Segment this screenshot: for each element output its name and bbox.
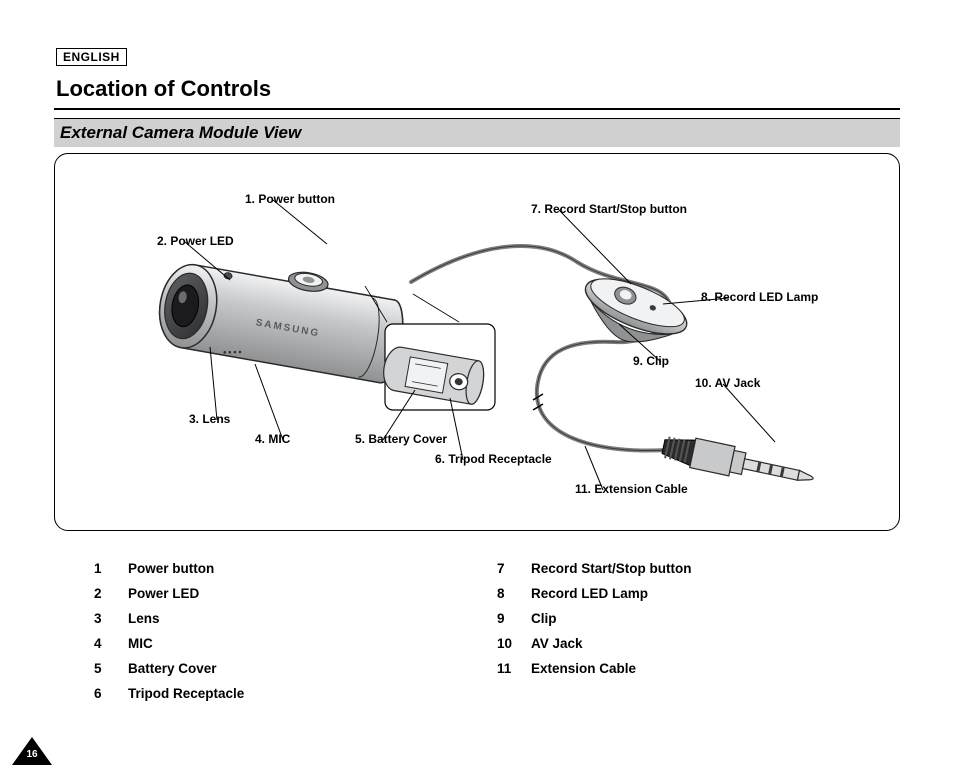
diagram-container: SAMSUNG 1. Power button 2. Power LED 3. Le… — [54, 153, 900, 531]
legend-row: 11Extension Cable — [497, 657, 900, 682]
legend-row: 3Lens — [94, 607, 497, 632]
legend-label: Lens — [128, 607, 160, 632]
diagram-callout: 8. Record LED Lamp — [701, 290, 818, 304]
legend-number: 2 — [94, 582, 128, 607]
legend-label: Record LED Lamp — [531, 582, 648, 607]
legend-row: 2Power LED — [94, 582, 497, 607]
legend-number: 8 — [497, 582, 531, 607]
diagram-callout: 5. Battery Cover — [355, 432, 447, 446]
diagram-callout: 10. AV Jack — [695, 376, 760, 390]
diagram-callout: 3. Lens — [189, 412, 230, 426]
page-number: 16 — [22, 749, 42, 760]
legend-label: MIC — [128, 632, 153, 657]
legend-row: 5Battery Cover — [94, 657, 497, 682]
legend-lists: 1Power button2Power LED3Lens4MIC5Battery… — [54, 557, 900, 707]
legend-row: 10AV Jack — [497, 632, 900, 657]
legend-right-column: 7Record Start/Stop button8Record LED Lam… — [497, 557, 900, 707]
legend-number: 3 — [94, 607, 128, 632]
legend-row: 7Record Start/Stop button — [497, 557, 900, 582]
diagram-callout: 1. Power button — [245, 192, 335, 206]
legend-number: 7 — [497, 557, 531, 582]
section-subtitle: External Camera Module View — [54, 118, 900, 147]
legend-label: Extension Cable — [531, 657, 636, 682]
legend-number: 11 — [497, 657, 531, 682]
legend-label: Tripod Receptacle — [128, 682, 244, 707]
legend-number: 10 — [497, 632, 531, 657]
language-badge: ENGLISH — [56, 48, 127, 66]
diagram-callout: 2. Power LED — [157, 234, 234, 248]
diagram-callout: 6. Tripod Receptacle — [435, 452, 552, 466]
diagram-svg: SAMSUNG — [55, 154, 897, 531]
page-title: Location of Controls — [54, 72, 900, 110]
diagram-callout: 11. Extension Cable — [575, 482, 688, 496]
legend-number: 6 — [94, 682, 128, 707]
legend-left-column: 1Power button2Power LED3Lens4MIC5Battery… — [94, 557, 497, 707]
legend-label: Record Start/Stop button — [531, 557, 692, 582]
diagram-callout: 7. Record Start/Stop button — [531, 202, 687, 216]
legend-label: Battery Cover — [128, 657, 217, 682]
legend-label: AV Jack — [531, 632, 583, 657]
legend-label: Power button — [128, 557, 214, 582]
legend-row: 1Power button — [94, 557, 497, 582]
legend-number: 9 — [497, 607, 531, 632]
legend-number: 5 — [94, 657, 128, 682]
legend-number: 1 — [94, 557, 128, 582]
legend-row: 4MIC — [94, 632, 497, 657]
legend-row: 6Tripod Receptacle — [94, 682, 497, 707]
legend-label: Clip — [531, 607, 557, 632]
legend-row: 9Clip — [497, 607, 900, 632]
legend-label: Power LED — [128, 582, 199, 607]
legend-row: 8Record LED Lamp — [497, 582, 900, 607]
diagram-callout: 9. Clip — [633, 354, 669, 368]
page-number-marker: 16 — [12, 737, 52, 765]
legend-number: 4 — [94, 632, 128, 657]
diagram-callout: 4. MIC — [255, 432, 290, 446]
